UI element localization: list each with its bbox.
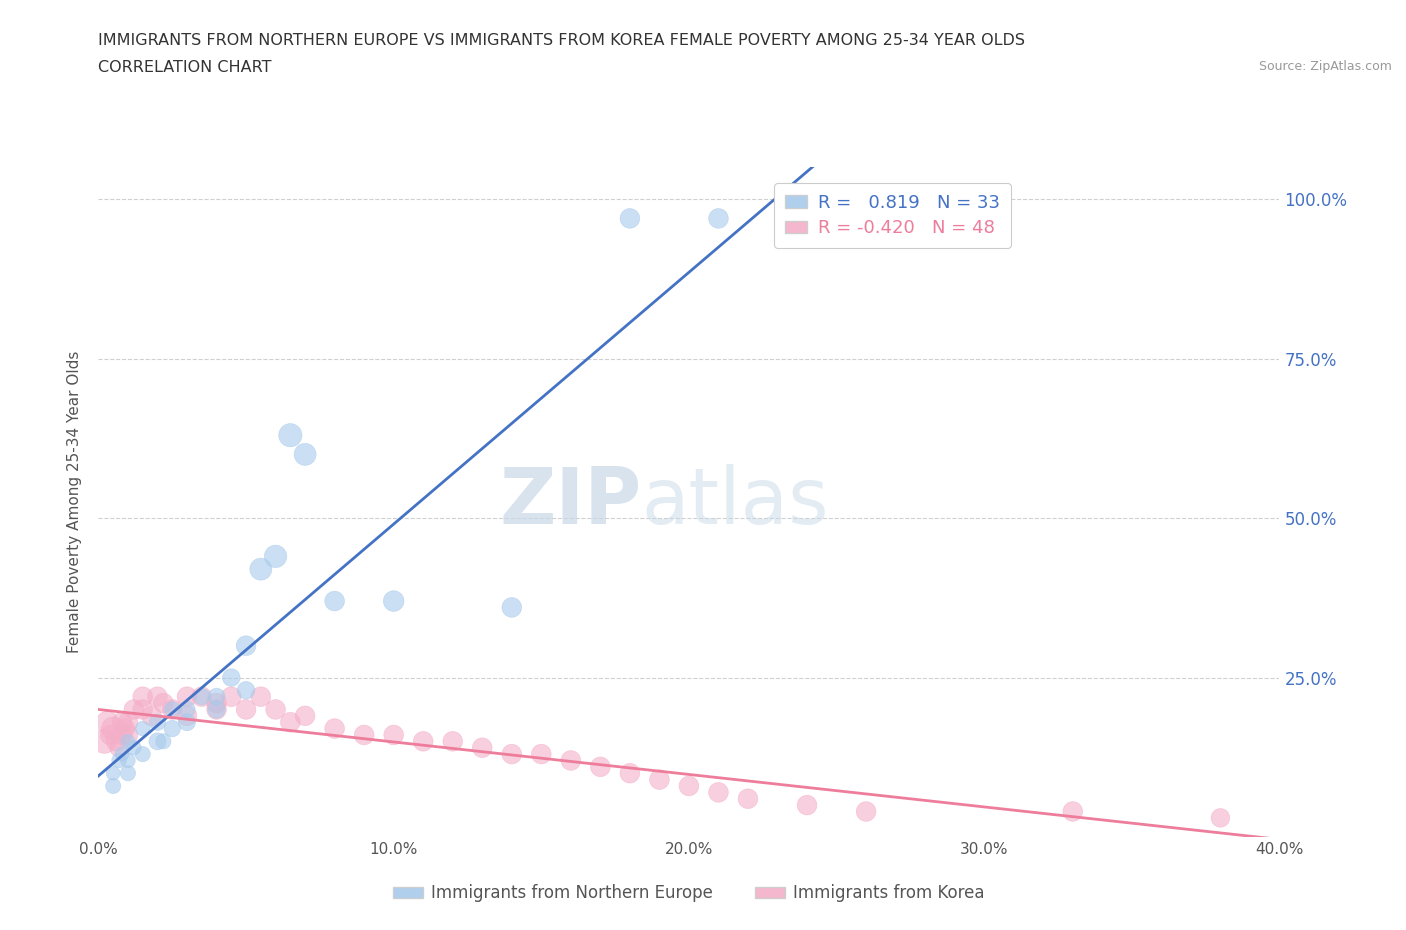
Point bbox=[141, 709, 163, 724]
Point bbox=[235, 683, 257, 698]
Text: Source: ZipAtlas.com: Source: ZipAtlas.com bbox=[1258, 60, 1392, 73]
Point bbox=[205, 696, 228, 711]
Point bbox=[117, 765, 139, 780]
Point bbox=[146, 715, 169, 730]
Point bbox=[412, 734, 434, 749]
Point bbox=[132, 747, 155, 762]
Point bbox=[205, 689, 228, 704]
Text: atlas: atlas bbox=[641, 464, 830, 540]
Point bbox=[176, 715, 198, 730]
Point bbox=[111, 727, 134, 742]
Point bbox=[117, 734, 139, 749]
Point bbox=[264, 702, 287, 717]
Point bbox=[264, 549, 287, 564]
Point bbox=[103, 721, 125, 736]
Point bbox=[93, 734, 115, 749]
Point bbox=[122, 702, 145, 717]
Point bbox=[294, 447, 316, 462]
Point bbox=[501, 747, 523, 762]
Point bbox=[471, 740, 494, 755]
Point bbox=[114, 721, 136, 736]
Point bbox=[382, 593, 405, 608]
Point bbox=[589, 760, 612, 775]
Point bbox=[122, 740, 145, 755]
Point bbox=[111, 747, 134, 762]
Point bbox=[219, 689, 242, 704]
Point bbox=[111, 715, 134, 730]
Point bbox=[98, 727, 121, 742]
Point bbox=[176, 702, 198, 717]
Point bbox=[117, 753, 139, 768]
Point bbox=[146, 689, 169, 704]
Point bbox=[353, 727, 375, 742]
Point bbox=[278, 715, 302, 730]
Text: ZIP: ZIP bbox=[499, 464, 641, 540]
Point bbox=[162, 721, 183, 736]
Point bbox=[796, 798, 818, 813]
Point bbox=[235, 638, 257, 653]
Legend: Immigrants from Northern Europe, Immigrants from Korea: Immigrants from Northern Europe, Immigra… bbox=[387, 878, 991, 909]
Point bbox=[441, 734, 464, 749]
Point bbox=[205, 702, 228, 717]
Point bbox=[323, 593, 346, 608]
Point bbox=[796, 211, 818, 226]
Point bbox=[1209, 810, 1232, 825]
Point bbox=[737, 791, 759, 806]
Point bbox=[176, 689, 198, 704]
Point bbox=[323, 721, 346, 736]
Point bbox=[648, 772, 671, 787]
Point bbox=[560, 753, 582, 768]
Point bbox=[205, 702, 228, 717]
Point bbox=[382, 727, 405, 742]
Point bbox=[619, 765, 641, 780]
Point bbox=[103, 765, 125, 780]
Y-axis label: Female Poverty Among 25-34 Year Olds: Female Poverty Among 25-34 Year Olds bbox=[67, 351, 83, 654]
Point bbox=[619, 211, 641, 226]
Point bbox=[146, 734, 169, 749]
Point bbox=[501, 600, 523, 615]
Point bbox=[162, 702, 183, 717]
Point bbox=[235, 702, 257, 717]
Point bbox=[103, 778, 125, 793]
Text: CORRELATION CHART: CORRELATION CHART bbox=[98, 60, 271, 75]
Point bbox=[108, 740, 131, 755]
Point bbox=[530, 747, 553, 762]
Point bbox=[294, 709, 316, 724]
Point bbox=[250, 689, 273, 704]
Point bbox=[117, 715, 139, 730]
Point bbox=[105, 734, 128, 749]
Point bbox=[191, 689, 214, 704]
Point bbox=[108, 753, 131, 768]
Point bbox=[117, 727, 139, 742]
Point bbox=[278, 428, 302, 443]
Point bbox=[152, 696, 174, 711]
Point bbox=[162, 702, 183, 717]
Point bbox=[132, 721, 155, 736]
Point bbox=[191, 689, 214, 704]
Point bbox=[132, 689, 155, 704]
Point bbox=[678, 778, 700, 793]
Point bbox=[176, 709, 198, 724]
Point bbox=[855, 804, 877, 819]
Point bbox=[250, 562, 273, 577]
Point bbox=[707, 785, 730, 800]
Point bbox=[96, 715, 118, 730]
Point bbox=[1062, 804, 1084, 819]
Text: IMMIGRANTS FROM NORTHERN EUROPE VS IMMIGRANTS FROM KOREA FEMALE POVERTY AMONG 25: IMMIGRANTS FROM NORTHERN EUROPE VS IMMIG… bbox=[98, 33, 1025, 47]
Point bbox=[707, 211, 730, 226]
Point bbox=[152, 734, 174, 749]
Point bbox=[132, 702, 155, 717]
Point bbox=[219, 671, 242, 685]
